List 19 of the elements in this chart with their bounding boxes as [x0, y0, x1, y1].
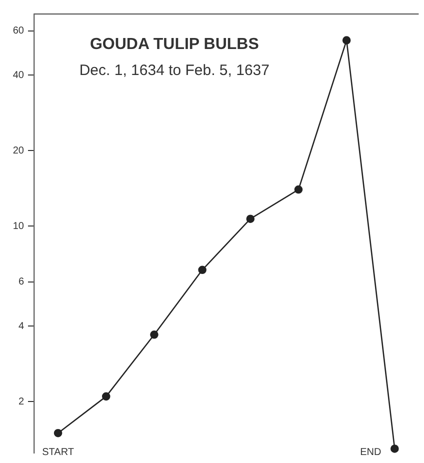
point	[54, 428, 62, 438]
y-tick-label: 20	[12, 145, 24, 156]
annotation: START	[42, 447, 74, 458]
point	[342, 36, 351, 44]
y-tick-label: 40	[12, 70, 24, 81]
y-tick-label: 2	[18, 396, 24, 408]
point	[390, 444, 399, 453]
y-tick-label: 4	[18, 320, 24, 332]
annotation: END	[360, 447, 382, 458]
y-tick-label: 60	[12, 26, 24, 37]
point	[246, 214, 255, 223]
text: GOUDA TULIP BULBS	[90, 36, 260, 53]
y-tick-label: 10	[12, 220, 24, 232]
text: Dec. 1, 1634 to Feb. 5, 1637	[79, 62, 270, 79]
y-tick-label: 6	[18, 276, 24, 288]
point	[294, 185, 303, 194]
point	[198, 266, 206, 274]
point	[150, 330, 158, 339]
point	[102, 392, 110, 401]
